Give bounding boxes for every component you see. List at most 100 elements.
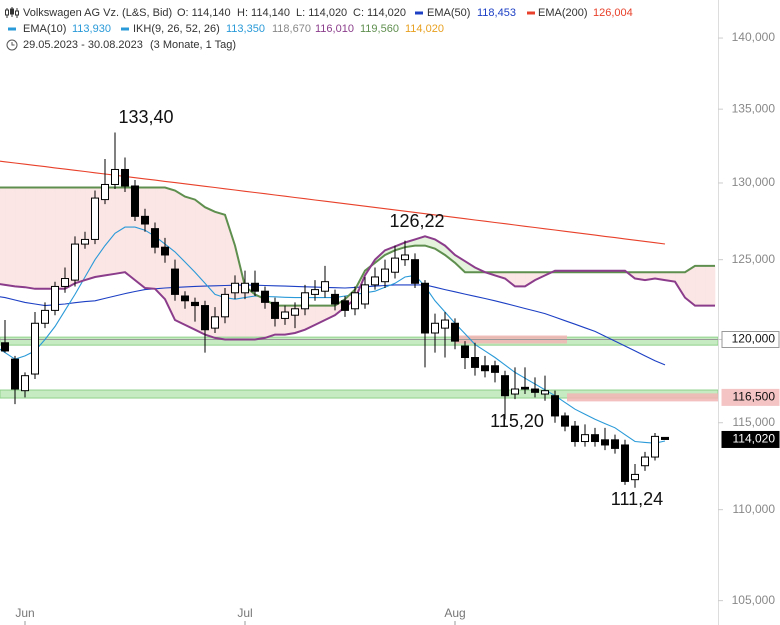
candle-body — [371, 276, 379, 286]
cloud-fill — [0, 187, 6, 286]
candle-body — [1, 342, 9, 352]
span: (3 Monate, 1 Tag) — [150, 39, 236, 51]
cloud-fill — [34, 187, 46, 290]
candle-body — [551, 395, 559, 417]
candle-body — [471, 357, 479, 368]
candle-body — [561, 415, 569, 427]
candle-body — [521, 386, 529, 390]
legend-name: EMA(50) — [427, 7, 470, 19]
candle-body — [661, 436, 669, 440]
candle-body — [191, 301, 199, 307]
clock-icon — [6, 39, 18, 51]
candle-body — [481, 365, 489, 372]
plot-area: 133,40 126,22 115,20 111,24 — [0, 107, 718, 509]
candle-body — [51, 285, 59, 311]
candle-body — [41, 309, 49, 324]
price-marker — [721, 331, 780, 349]
candle-body — [291, 308, 299, 316]
cloud-fill — [694, 265, 706, 306]
period: 29.05.2023 - 30.08.2023 — [23, 39, 143, 51]
candle-body — [511, 388, 519, 395]
price-marker-label: 116,500 — [733, 390, 776, 404]
candle-body — [441, 319, 449, 329]
candle-body — [451, 322, 459, 342]
y-tick-label: 130,000 — [732, 175, 776, 189]
ohlc-low: L: 114,020 — [296, 7, 347, 19]
candle-body — [91, 197, 99, 240]
legend-value: 116,010 — [315, 23, 354, 35]
price-marker-label: 120,000 — [732, 332, 776, 346]
candle-body — [421, 282, 429, 334]
candle-body — [111, 168, 119, 185]
legend-value: 113,350 — [226, 23, 265, 35]
candle-body — [381, 268, 389, 283]
price-annotation: 115,20 — [490, 411, 544, 431]
price-annotation: 111,24 — [611, 489, 663, 509]
candle-body — [541, 390, 549, 395]
candle-body — [61, 278, 69, 287]
candle-body — [151, 228, 159, 248]
candle-body — [571, 425, 579, 443]
candle-body — [271, 301, 279, 319]
candle-body — [391, 257, 399, 273]
cloud-fill — [24, 187, 36, 290]
legend-swatch — [415, 11, 423, 15]
header: Volkswagen AG Vz. (L&S, Bid) O: 114,140 … — [0, 0, 640, 54]
cloud-fill — [54, 187, 66, 290]
header-bg — [0, 0, 640, 54]
candle-body — [651, 435, 659, 458]
candle-body — [501, 375, 509, 397]
candle-body — [21, 375, 29, 392]
legend-value: 118,453 — [477, 7, 516, 19]
candle-body — [261, 290, 269, 303]
candle-body — [341, 300, 349, 311]
cloud-fill — [104, 187, 116, 276]
candle-body — [201, 305, 209, 331]
indicator-line — [0, 284, 666, 366]
candle-body — [641, 456, 649, 467]
candle-body — [591, 434, 599, 443]
candle-body — [221, 293, 229, 318]
candle-body — [281, 311, 289, 319]
candle-body — [31, 322, 39, 375]
candle-body — [81, 238, 89, 245]
candle-body — [181, 295, 189, 302]
y-tick-label: 125,000 — [732, 252, 776, 266]
candle-body — [301, 292, 309, 310]
cloud-fill — [14, 187, 26, 288]
price-marker — [721, 388, 780, 406]
candle-body — [401, 254, 409, 261]
price-marker — [721, 430, 780, 448]
cloud-fill — [514, 271, 526, 287]
instrument-title: Volkswagen AG Vz. (L&S, Bid) — [23, 7, 172, 19]
candle-body — [11, 358, 19, 390]
candle-body — [531, 388, 539, 393]
candle-body — [491, 365, 499, 373]
price-annotation: 126,22 — [389, 211, 444, 231]
legend-swatch — [8, 27, 16, 31]
candle-body — [251, 282, 259, 292]
candle-body — [311, 289, 319, 295]
legend-value: 119,560 — [360, 23, 399, 35]
candle-body — [171, 268, 179, 295]
support-zone — [0, 389, 718, 399]
candle-body — [411, 259, 419, 284]
legend-name: EMA(200) — [538, 7, 588, 19]
candle-body — [141, 215, 149, 225]
chart-icon — [5, 7, 19, 18]
candle-body — [241, 282, 249, 294]
x-tick-label: Jul — [237, 606, 252, 620]
y-tick-label: 135,000 — [732, 101, 776, 115]
candle-body — [361, 284, 369, 305]
legend-swatch — [527, 11, 535, 15]
x-tick-label: Jun — [15, 606, 34, 620]
candle-body — [461, 345, 469, 359]
cloud-fill — [704, 265, 716, 306]
indicator-line — [0, 226, 666, 444]
candle-body — [101, 183, 109, 201]
legend-value: 126,004 — [593, 7, 633, 19]
y-tick-label: 105,000 — [732, 593, 776, 607]
ohlc-open: O: 114,140 — [177, 7, 231, 19]
y-tick-label: 140,000 — [732, 30, 776, 44]
